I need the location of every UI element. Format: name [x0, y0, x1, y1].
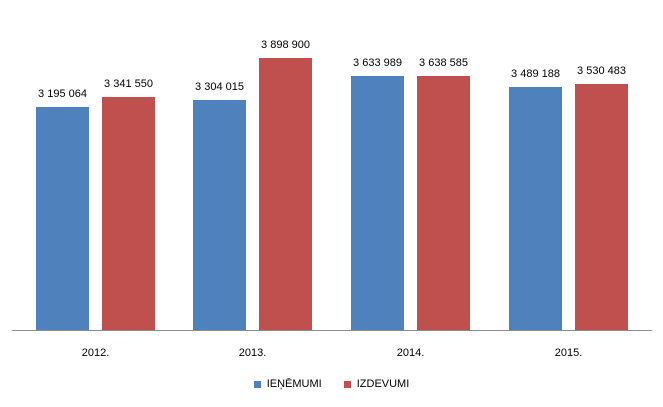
- legend: IEŅĒMUMI IZDEVUMI: [0, 378, 663, 390]
- bar-ienemumi-2014: [351, 76, 404, 330]
- data-label: 3 898 900: [261, 39, 310, 51]
- x-tick-label: 2013.: [238, 347, 267, 359]
- bar-izdevumi-2012: [102, 97, 155, 330]
- data-label: 3 638 585: [419, 57, 468, 69]
- data-label: 3 489 188: [511, 68, 560, 80]
- x-axis-line: [12, 330, 652, 331]
- legend-label-izdevumi: IZDEVUMI: [356, 378, 410, 390]
- bar-ienemumi-2015: [509, 87, 562, 330]
- legend-item-izdevumi: IZDEVUMI: [343, 378, 410, 390]
- data-label: 3 341 550: [104, 78, 153, 90]
- data-label: 3 195 064: [38, 88, 87, 100]
- x-tick-label: 2012.: [81, 347, 110, 359]
- legend-item-ienemumi: IEŅĒMUMI: [253, 378, 322, 390]
- bar-izdevumi-2013: [259, 58, 312, 330]
- bar-ienemumi-2012: [36, 107, 89, 330]
- legend-swatch-izdevumi: [343, 380, 351, 388]
- bar-ienemumi-2013: [193, 100, 246, 330]
- legend-swatch-ienemumi: [253, 380, 261, 388]
- bar-izdevumi-2014: [417, 76, 470, 330]
- legend-label-ienemumi: IEŅĒMUMI: [266, 378, 322, 390]
- data-label: 3 304 015: [195, 81, 244, 93]
- data-label: 3 530 483: [577, 65, 626, 77]
- x-tick-label: 2014.: [396, 347, 425, 359]
- bar-izdevumi-2015: [575, 84, 628, 330]
- data-label: 3 633 989: [353, 57, 402, 69]
- x-tick-label: 2015.: [554, 347, 583, 359]
